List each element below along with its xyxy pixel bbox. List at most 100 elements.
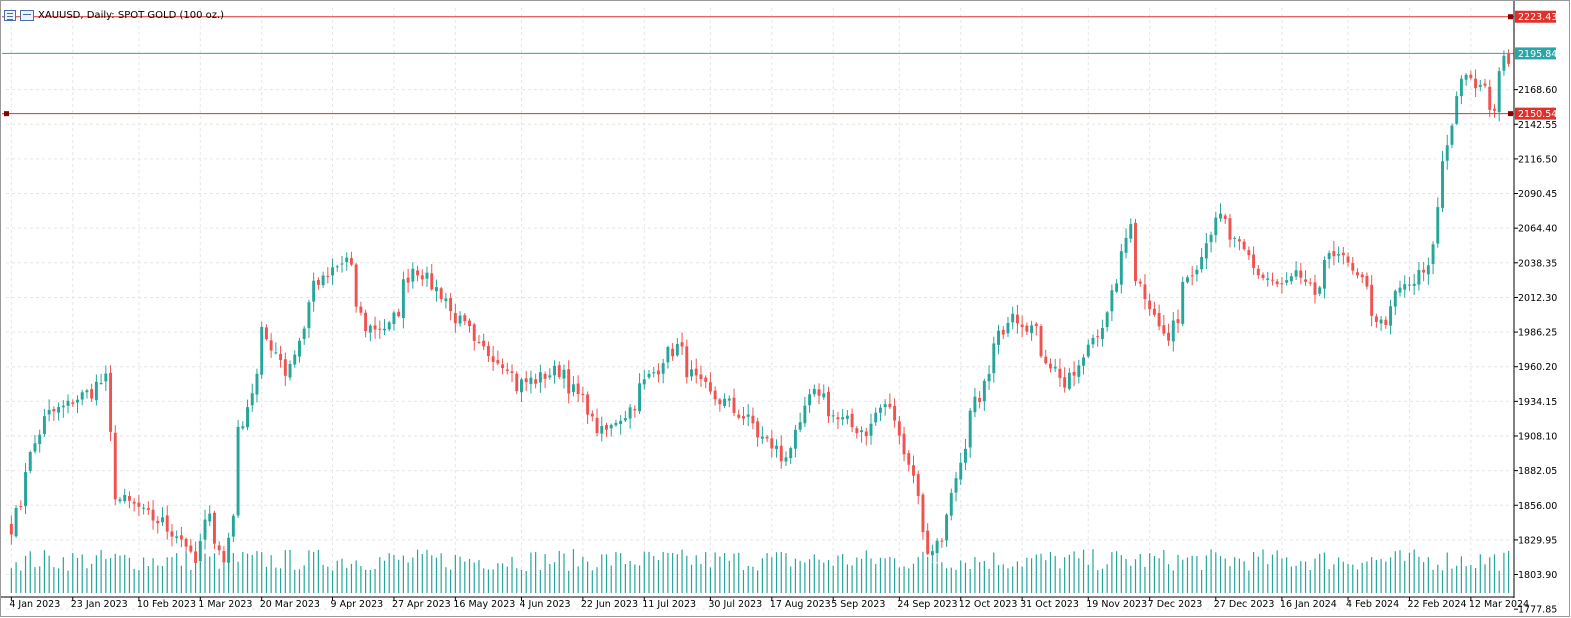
candle-body (727, 398, 731, 401)
volume-bar (350, 563, 353, 593)
horizontal-lines[interactable]: 2223.43 2195.84 2150.54 (2, 10, 1557, 120)
candle-body (822, 393, 826, 398)
volume-bar (1508, 550, 1510, 593)
volume-bar (761, 558, 763, 593)
candle-body (222, 551, 226, 563)
candle-body (359, 306, 363, 313)
volume-bar (927, 556, 929, 593)
candle-body (1389, 306, 1393, 326)
candle-body (194, 551, 198, 563)
volume-bar (109, 558, 112, 593)
volume-bar (1196, 556, 1198, 593)
volume-bar (993, 552, 995, 593)
candle-body (298, 340, 301, 357)
volume-bar (1243, 561, 1245, 593)
volume-bar (279, 568, 282, 593)
volume-bar (1323, 552, 1326, 593)
volume-bar (1078, 558, 1080, 593)
volume-bar (1007, 568, 1009, 593)
volume-bar (785, 553, 787, 593)
candle-body (1100, 327, 1104, 340)
candle-body (109, 372, 113, 432)
candle-body (208, 513, 212, 522)
candle-body (364, 312, 368, 332)
candle-body (907, 453, 911, 465)
volume-bar (237, 561, 239, 593)
time-tick-label: 4 Feb 2024 (1346, 599, 1399, 610)
candle-body (9, 523, 13, 535)
candle-body (99, 383, 103, 385)
candle-body (1285, 280, 1289, 283)
candle-body (1294, 270, 1298, 277)
volume-bar (374, 568, 376, 593)
candle-body (165, 515, 169, 532)
candle-body (146, 508, 150, 510)
volume-bar (478, 560, 480, 593)
volume-bar (1012, 566, 1014, 593)
volume-bar (468, 559, 471, 593)
volume-bar (119, 555, 121, 593)
volume-bar (1356, 569, 1359, 593)
price-tag-label: 2150.54 (1518, 109, 1557, 120)
candle-body (132, 501, 136, 504)
volume-bar (941, 562, 943, 593)
candle-body (595, 417, 599, 434)
candle-body (1119, 251, 1123, 285)
candle-body (1134, 222, 1137, 282)
volume-bar (294, 569, 296, 593)
volume-bar (379, 557, 381, 593)
candle-body (860, 430, 864, 433)
candle-body (567, 369, 571, 394)
candle-body (1200, 256, 1204, 270)
candle-body (477, 341, 481, 343)
candle-body (515, 373, 519, 392)
volume-bar (653, 556, 655, 593)
volume-bar (846, 564, 848, 593)
candle-body (1148, 300, 1152, 310)
volume-bar (1361, 562, 1363, 593)
volume-bar (407, 562, 409, 593)
volume-bar (1158, 558, 1160, 593)
volume-bar (945, 568, 948, 593)
volume-bar (1503, 552, 1505, 593)
candle-body (496, 360, 500, 364)
candle-body (1327, 253, 1331, 259)
volume-bar (369, 570, 371, 593)
time-tick-label: 12 Oct 2023 (959, 599, 1018, 610)
volume-bar (955, 569, 957, 593)
volume-bar (695, 555, 697, 593)
candle-body (378, 328, 382, 330)
candle-body (274, 352, 278, 354)
volume-bar (464, 561, 466, 593)
volume-bar (209, 556, 211, 593)
volume-bar (161, 566, 164, 593)
candle-body (38, 434, 42, 445)
volume-bar (128, 557, 131, 593)
volume-bar (62, 557, 64, 593)
candle-body (520, 379, 523, 393)
candle-body (175, 536, 179, 538)
chart-list-icon[interactable] (4, 9, 16, 21)
candle-body (501, 364, 505, 368)
candle-body (66, 400, 70, 406)
candle-body (179, 535, 183, 540)
candle-body (628, 407, 632, 419)
price-tick-label: 1986.25 (1518, 328, 1557, 339)
volume-bar (1045, 560, 1047, 593)
candle-body (312, 280, 316, 302)
candle-body (449, 298, 453, 312)
chart-window-icon[interactable] (20, 9, 34, 21)
candle-body (331, 267, 335, 276)
candle-body (354, 264, 358, 307)
volume-bar (506, 566, 508, 593)
volume-bar (889, 557, 891, 593)
time-tick-label: 22 Jun 2023 (581, 599, 638, 610)
candle-body (14, 507, 18, 537)
candle-body (1493, 108, 1496, 111)
price-tick-label: 1934.15 (1518, 397, 1557, 408)
time-tick-label: 27 Dec 2023 (1214, 599, 1275, 610)
volume-bar (341, 558, 343, 593)
volume-bar (435, 557, 438, 593)
volume-bar (270, 555, 272, 593)
